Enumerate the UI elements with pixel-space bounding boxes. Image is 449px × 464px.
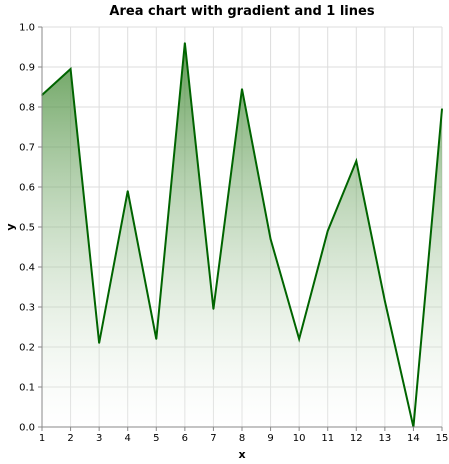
data-point	[69, 68, 72, 70]
x-tick-label: 11	[321, 433, 334, 444]
x-tick-label: 15	[436, 433, 449, 444]
x-tick-label: 4	[125, 433, 131, 444]
data-point	[269, 238, 272, 240]
area-series	[41, 42, 443, 428]
y-tick-label: 0.6	[19, 183, 35, 194]
x-tick-label: 7	[210, 433, 216, 444]
y-tick-label: 0.4	[19, 263, 35, 274]
data-point	[326, 230, 329, 232]
data-point	[355, 160, 358, 162]
y-tick-label: 0.8	[19, 103, 35, 114]
data-point	[241, 88, 243, 90]
chart-title: Area chart with gradient and 1 lines	[109, 4, 374, 19]
data-point	[155, 338, 158, 340]
y-tick-label: 0.5	[19, 223, 35, 234]
y-tick-label: 0.9	[19, 63, 35, 74]
axes: 1 2 3 4 5 6 7 8 9 10 11 12 13 14 150.00.10.20.30.40.50…	[19, 23, 448, 445]
data-point	[126, 190, 129, 192]
x-tick-label: 3	[96, 433, 102, 444]
data-point	[384, 300, 386, 302]
x-tick-label: 1	[39, 433, 45, 444]
area-fill	[42, 43, 442, 427]
x-tick-label: 14	[407, 433, 420, 444]
data-point	[441, 108, 443, 110]
x-tick-label: 10	[293, 433, 306, 444]
x-tick-label: 8	[239, 433, 245, 444]
x-tick-label: 13	[378, 433, 391, 444]
y-tick-label: 0.1	[19, 383, 35, 394]
y-tick-label: 0.2	[19, 343, 35, 354]
x-tick-label: 6	[182, 433, 188, 444]
data-point	[298, 338, 300, 340]
y-tick-label: 0.0	[19, 423, 35, 434]
y-tick-label: 0.7	[19, 143, 35, 154]
x-tick-label: 2	[67, 433, 73, 444]
y-axis-label: y	[4, 223, 17, 230]
x-tick-label: 12	[350, 433, 363, 444]
data-point	[184, 42, 186, 44]
x-axis-label: x	[238, 448, 245, 461]
x-tick-label: 5	[153, 433, 159, 444]
y-tick-label: 0.3	[19, 303, 35, 314]
data-point	[212, 308, 215, 310]
x-tick-label: 9	[267, 433, 273, 444]
data-point	[98, 342, 100, 344]
y-tick-label: 1.0	[19, 23, 35, 34]
